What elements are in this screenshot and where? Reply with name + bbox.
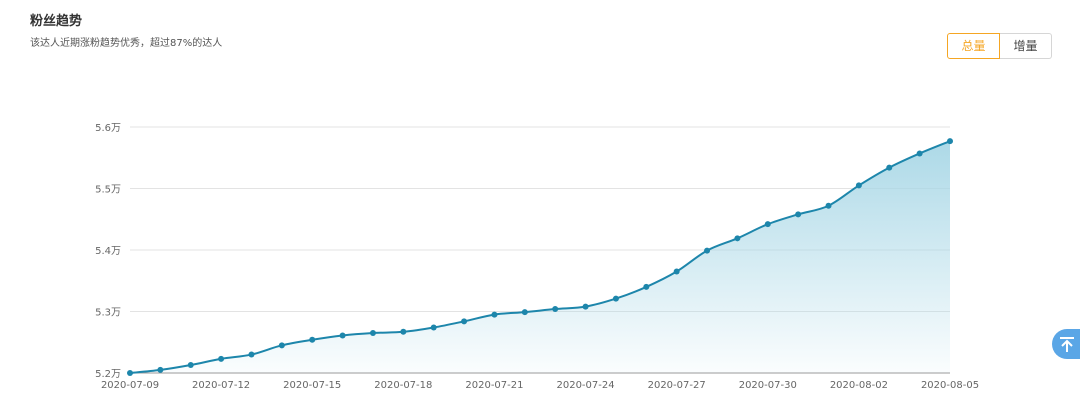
- x-tick-label: 2020-07-21: [465, 380, 523, 391]
- data-point: [795, 211, 802, 218]
- data-point: [825, 202, 832, 209]
- data-point: [704, 247, 711, 254]
- data-point: [612, 295, 619, 302]
- data-point: [278, 342, 285, 349]
- x-tick-label: 2020-07-12: [192, 380, 250, 391]
- data-point: [643, 283, 650, 290]
- increment-button[interactable]: 增量: [1000, 33, 1052, 59]
- data-point: [309, 336, 316, 343]
- y-tick-label: 5.2万: [95, 369, 121, 380]
- series-line: [129, 140, 951, 374]
- data-point: [157, 366, 164, 373]
- data-point: [218, 355, 225, 362]
- data-point: [886, 164, 893, 171]
- data-point: [461, 318, 468, 325]
- arrow-up-to-top-icon: [1060, 337, 1074, 352]
- data-point: [491, 311, 498, 318]
- y-tick-label: 5.4万: [95, 246, 121, 257]
- data-point: [400, 328, 407, 335]
- data-point: [187, 362, 194, 369]
- data-point: [734, 235, 741, 242]
- y-tick-label: 5.6万: [95, 123, 121, 134]
- back-to-top-button[interactable]: [1052, 329, 1080, 359]
- total-button[interactable]: 总量: [947, 33, 1000, 59]
- metric-toggle: 总量 增量: [947, 33, 1052, 59]
- chart-title: 粉丝趋势: [30, 14, 83, 29]
- x-tick-label: 2020-07-15: [283, 380, 341, 391]
- x-tick-label: 2020-08-05: [921, 380, 979, 391]
- data-point: [248, 351, 255, 358]
- data-point: [339, 332, 346, 339]
- data-point: [673, 268, 680, 275]
- chart-subtitle: 该达人近期涨粉趋势优秀，超过87%的达人: [30, 38, 223, 49]
- x-tick-label: 2020-08-02: [830, 380, 888, 391]
- y-tick-label: 5.5万: [95, 185, 121, 196]
- data-point: [369, 330, 376, 337]
- data-point: [947, 138, 953, 145]
- data-point: [916, 150, 923, 157]
- data-point: [127, 370, 133, 376]
- data-point: [552, 306, 559, 313]
- series-area: [130, 141, 950, 373]
- data-point: [764, 221, 771, 228]
- x-tick-label: 2020-07-24: [556, 380, 614, 391]
- x-tick-label: 2020-07-18: [374, 380, 432, 391]
- x-tick-label: 2020-07-27: [648, 380, 706, 391]
- x-tick-label: 2020-07-30: [739, 380, 797, 391]
- data-point: [430, 324, 437, 331]
- x-tick-label: 2020-07-09: [101, 380, 159, 391]
- data-point: [521, 309, 528, 316]
- data-point: [855, 182, 862, 189]
- data-point: [582, 303, 589, 310]
- y-tick-label: 5.3万: [95, 308, 121, 319]
